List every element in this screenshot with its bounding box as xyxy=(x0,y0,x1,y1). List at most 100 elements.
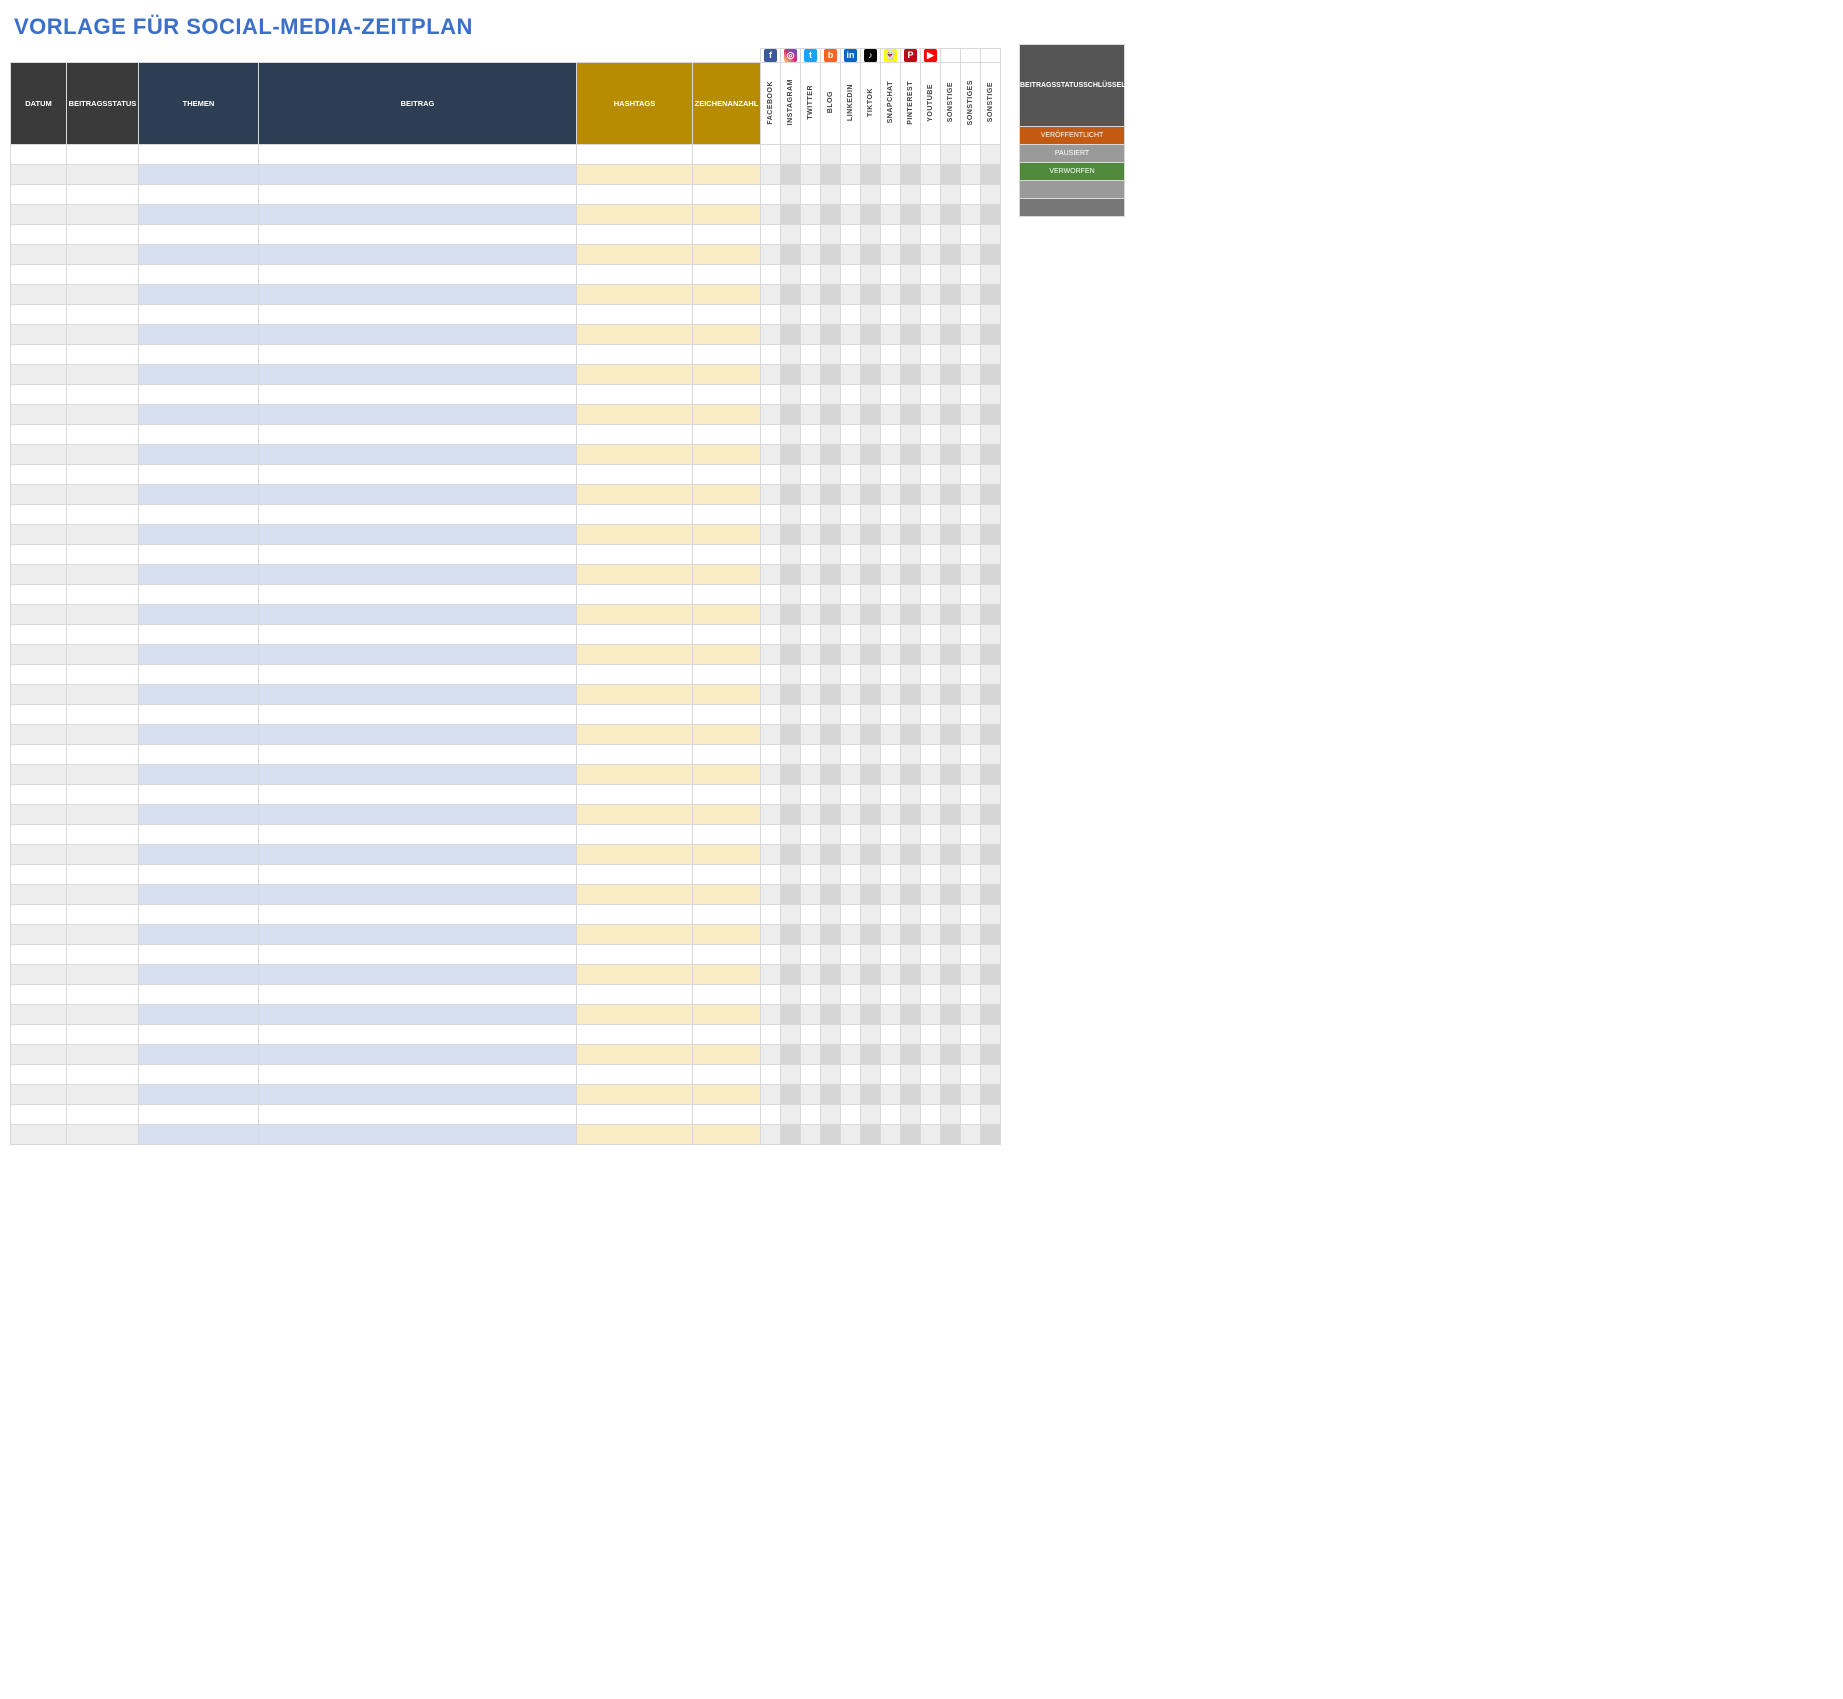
cell-social[interactable] xyxy=(921,1105,941,1125)
cell-social[interactable] xyxy=(921,785,941,805)
cell-social[interactable] xyxy=(761,1105,781,1125)
cell-social[interactable] xyxy=(881,165,901,185)
cell-datum[interactable] xyxy=(11,865,67,885)
cell-social[interactable] xyxy=(801,945,821,965)
cell-themen[interactable] xyxy=(139,345,259,365)
cell-status[interactable] xyxy=(67,685,139,705)
cell-social[interactable] xyxy=(941,525,961,545)
cell-social[interactable] xyxy=(981,865,1001,885)
cell-social[interactable] xyxy=(961,585,981,605)
cell-social[interactable] xyxy=(841,805,861,825)
cell-social[interactable] xyxy=(801,1105,821,1125)
cell-social[interactable] xyxy=(861,905,881,925)
cell-hashtags[interactable] xyxy=(577,945,693,965)
cell-social[interactable] xyxy=(921,765,941,785)
cell-social[interactable] xyxy=(861,525,881,545)
cell-social[interactable] xyxy=(961,525,981,545)
cell-social[interactable] xyxy=(881,1005,901,1025)
cell-social[interactable] xyxy=(841,885,861,905)
cell-beitrag[interactable] xyxy=(259,425,577,445)
cell-datum[interactable] xyxy=(11,385,67,405)
cell-social[interactable] xyxy=(761,565,781,585)
cell-zeichen[interactable] xyxy=(693,765,761,785)
cell-social[interactable] xyxy=(761,765,781,785)
cell-themen[interactable] xyxy=(139,685,259,705)
cell-social[interactable] xyxy=(821,705,841,725)
cell-social[interactable] xyxy=(981,465,1001,485)
cell-social[interactable] xyxy=(801,425,821,445)
cell-social[interactable] xyxy=(881,1045,901,1065)
cell-social[interactable] xyxy=(901,1065,921,1085)
cell-social[interactable] xyxy=(761,585,781,605)
cell-social[interactable] xyxy=(941,165,961,185)
cell-social[interactable] xyxy=(941,485,961,505)
cell-zeichen[interactable] xyxy=(693,725,761,745)
cell-themen[interactable] xyxy=(139,565,259,585)
cell-datum[interactable] xyxy=(11,285,67,305)
cell-social[interactable] xyxy=(881,325,901,345)
cell-themen[interactable] xyxy=(139,805,259,825)
table-row[interactable] xyxy=(11,825,1001,845)
cell-social[interactable] xyxy=(921,425,941,445)
cell-status[interactable] xyxy=(67,285,139,305)
table-row[interactable] xyxy=(11,165,1001,185)
cell-social[interactable] xyxy=(941,725,961,745)
cell-hashtags[interactable] xyxy=(577,305,693,325)
cell-social[interactable] xyxy=(821,805,841,825)
cell-hashtags[interactable] xyxy=(577,785,693,805)
cell-themen[interactable] xyxy=(139,605,259,625)
cell-social[interactable] xyxy=(941,465,961,485)
cell-social[interactable] xyxy=(801,165,821,185)
cell-social[interactable] xyxy=(841,585,861,605)
cell-beitrag[interactable] xyxy=(259,1005,577,1025)
cell-social[interactable] xyxy=(941,1085,961,1105)
cell-social[interactable] xyxy=(761,625,781,645)
cell-hashtags[interactable] xyxy=(577,505,693,525)
table-row[interactable] xyxy=(11,485,1001,505)
cell-social[interactable] xyxy=(941,685,961,705)
cell-zeichen[interactable] xyxy=(693,865,761,885)
cell-datum[interactable] xyxy=(11,485,67,505)
cell-social[interactable] xyxy=(861,365,881,385)
cell-social[interactable] xyxy=(901,965,921,985)
cell-status[interactable] xyxy=(67,545,139,565)
cell-social[interactable] xyxy=(761,525,781,545)
cell-themen[interactable] xyxy=(139,185,259,205)
cell-themen[interactable] xyxy=(139,705,259,725)
cell-beitrag[interactable] xyxy=(259,845,577,865)
cell-social[interactable] xyxy=(861,725,881,745)
cell-social[interactable] xyxy=(881,745,901,765)
cell-beitrag[interactable] xyxy=(259,165,577,185)
cell-datum[interactable] xyxy=(11,305,67,325)
cell-social[interactable] xyxy=(941,1065,961,1085)
cell-beitrag[interactable] xyxy=(259,585,577,605)
cell-social[interactable] xyxy=(941,945,961,965)
table-row[interactable] xyxy=(11,325,1001,345)
cell-social[interactable] xyxy=(921,545,941,565)
cell-social[interactable] xyxy=(781,625,801,645)
cell-social[interactable] xyxy=(901,405,921,425)
cell-beitrag[interactable] xyxy=(259,405,577,425)
cell-social[interactable] xyxy=(961,245,981,265)
cell-social[interactable] xyxy=(921,925,941,945)
cell-social[interactable] xyxy=(861,945,881,965)
cell-status[interactable] xyxy=(67,785,139,805)
cell-social[interactable] xyxy=(941,705,961,725)
cell-datum[interactable] xyxy=(11,1125,67,1145)
cell-social[interactable] xyxy=(761,945,781,965)
cell-social[interactable] xyxy=(881,625,901,645)
cell-social[interactable] xyxy=(841,865,861,885)
cell-zeichen[interactable] xyxy=(693,905,761,925)
cell-social[interactable] xyxy=(821,725,841,745)
table-row[interactable] xyxy=(11,605,1001,625)
cell-social[interactable] xyxy=(781,305,801,325)
cell-social[interactable] xyxy=(881,565,901,585)
cell-social[interactable] xyxy=(961,1045,981,1065)
cell-datum[interactable] xyxy=(11,325,67,345)
cell-themen[interactable] xyxy=(139,885,259,905)
cell-social[interactable] xyxy=(841,965,861,985)
cell-social[interactable] xyxy=(861,505,881,525)
cell-social[interactable] xyxy=(961,1125,981,1145)
cell-social[interactable] xyxy=(821,445,841,465)
cell-beitrag[interactable] xyxy=(259,805,577,825)
